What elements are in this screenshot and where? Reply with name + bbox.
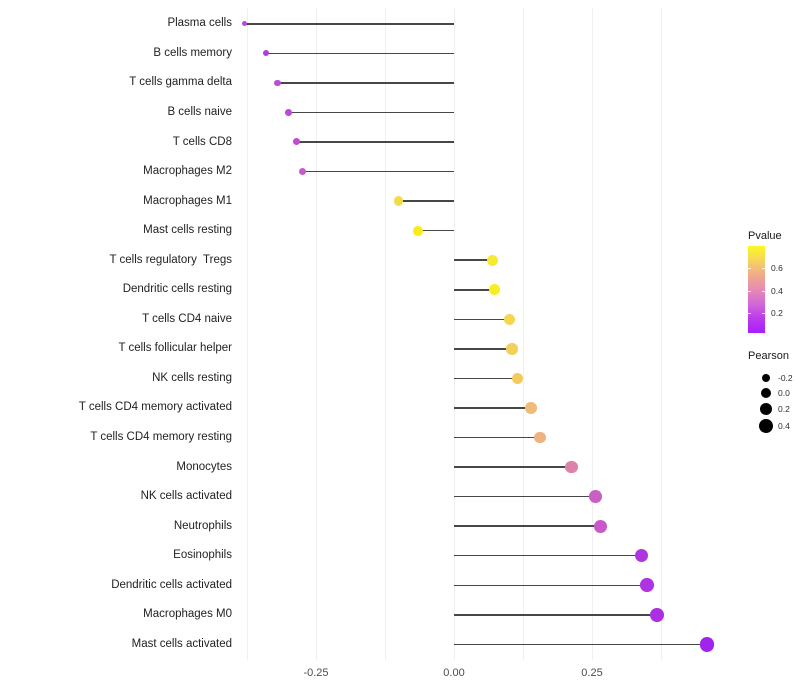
pvalue-tick-mark xyxy=(748,268,751,269)
data-point xyxy=(525,402,538,414)
lollipop-stem xyxy=(454,466,572,468)
data-point xyxy=(487,254,499,266)
lollipop-stem xyxy=(454,407,532,409)
pvalue-tick-label: 0.2 xyxy=(771,307,783,318)
x-axis-tick-label: 0.25 xyxy=(581,667,603,679)
data-point xyxy=(511,372,524,385)
lollipop-stem xyxy=(277,82,454,84)
lollipop-stem xyxy=(454,348,512,350)
category-label: Plasma cells xyxy=(167,17,232,30)
category-label: T cells gamma delta xyxy=(129,76,232,89)
lollipop-stem xyxy=(454,377,518,380)
pearson-legend-label: 0.2 xyxy=(778,403,790,414)
data-point xyxy=(285,109,292,116)
pvalue-tick-label: 0.4 xyxy=(771,285,783,296)
gridline xyxy=(660,8,662,660)
data-point xyxy=(634,548,649,563)
pearson-legend-dot xyxy=(760,387,772,399)
lollipop-stem xyxy=(454,318,510,321)
pvalue-tick-mark xyxy=(762,290,765,292)
data-point xyxy=(589,490,603,503)
data-point xyxy=(506,343,518,355)
lollipop-stem xyxy=(454,436,540,439)
gridline xyxy=(453,8,455,660)
pearson-legend-label: 0.4 xyxy=(778,420,790,431)
lollipop-stem xyxy=(454,614,658,616)
data-point xyxy=(274,79,281,87)
pearson-legend-label: -0.2 xyxy=(778,372,793,383)
category-label: Mast cells resting xyxy=(143,224,232,237)
lollipop-stem xyxy=(288,111,454,114)
gridline xyxy=(522,8,524,660)
category-label: Mast cells activated xyxy=(131,637,232,650)
category-label: Eosinophils xyxy=(173,549,232,562)
x-axis-tick-label: 0.00 xyxy=(443,667,465,679)
pearson-legend-label: 0.0 xyxy=(778,387,790,398)
category-label: T cells CD4 memory resting xyxy=(90,431,232,443)
gridline xyxy=(246,8,248,660)
pearson-legend-dot xyxy=(759,419,773,433)
data-point xyxy=(293,138,301,146)
lollipop-stem xyxy=(398,200,454,202)
category-label: Dendritic cells resting xyxy=(122,283,232,296)
lollipop-stem xyxy=(296,141,454,143)
lollipop-stem xyxy=(454,554,642,557)
data-point xyxy=(263,50,270,57)
data-point xyxy=(565,460,578,474)
lollipop-stem xyxy=(454,643,707,646)
pvalue-tick-mark xyxy=(762,268,765,269)
lollipop-stem xyxy=(244,23,454,25)
category-label: Macrophages M1 xyxy=(143,194,232,207)
category-label: Macrophages M0 xyxy=(143,608,232,621)
pvalue-tick-mark xyxy=(762,312,765,314)
category-label: T cells follicular helper xyxy=(118,342,232,355)
category-label: T cells regulatory Tregs xyxy=(109,253,232,266)
category-label: Macrophages M2 xyxy=(143,165,232,178)
pvalue-legend-title: Pvalue xyxy=(748,230,782,242)
category-label: Dendritic cells activated xyxy=(111,578,232,591)
data-point xyxy=(533,431,546,444)
category-label: Monocytes xyxy=(176,460,232,473)
data-point xyxy=(241,21,247,27)
category-label: T cells CD4 memory activated xyxy=(78,401,232,414)
pvalue-colorbar xyxy=(748,246,765,333)
pvalue-tick-label: 0.6 xyxy=(771,262,783,273)
category-label: T cells CD8 xyxy=(172,135,232,148)
lollipop-stem xyxy=(302,170,454,173)
data-point xyxy=(650,607,664,622)
category-label: NK cells resting xyxy=(152,371,232,384)
category-label: B cells memory xyxy=(153,46,232,59)
data-point xyxy=(594,519,608,533)
data-point xyxy=(699,637,714,652)
gridline xyxy=(591,8,593,660)
pvalue-tick-mark xyxy=(748,312,751,314)
data-point xyxy=(413,225,423,236)
pearson-legend-title: Pearson xyxy=(748,350,789,362)
data-point xyxy=(394,196,404,206)
pearson-legend-dot xyxy=(761,373,771,383)
category-label: NK cells activated xyxy=(140,490,232,503)
data-point xyxy=(298,167,306,176)
category-label: T cells CD4 naive xyxy=(142,312,232,325)
gridline xyxy=(315,8,317,660)
data-point xyxy=(488,284,500,296)
category-label: Neutrophils xyxy=(173,519,232,532)
pvalue-tick-mark xyxy=(748,290,751,292)
data-point xyxy=(503,313,515,325)
category-label: B cells naive xyxy=(167,105,232,118)
lollipop-stem xyxy=(454,495,596,498)
lollipop-stem xyxy=(454,584,648,586)
pearson-legend-dot xyxy=(759,402,773,416)
gridline xyxy=(384,8,386,660)
data-point xyxy=(640,578,654,592)
lollipop-stem xyxy=(418,229,454,232)
x-axis-tick-label: -0.25 xyxy=(303,667,329,679)
lollipop-stem xyxy=(454,525,601,527)
lollipop-stem xyxy=(266,52,454,55)
lollipop-stem xyxy=(454,259,493,261)
lollipop-stem xyxy=(454,289,495,291)
